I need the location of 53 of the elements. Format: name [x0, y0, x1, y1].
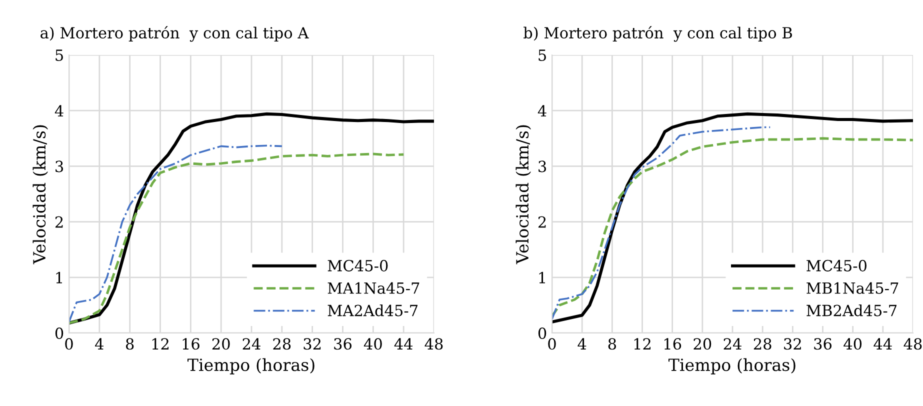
y-tick-label: 0	[538, 327, 546, 340]
x-tick-label: 32	[304, 338, 321, 350]
legend-label: MA2Ad45-7	[328, 304, 418, 316]
x-tick-label: 32	[784, 338, 801, 350]
x-tick-label: 4	[95, 338, 104, 350]
y-tick-label: 1	[539, 272, 545, 284]
line-series	[552, 126, 772, 320]
y-tick-label: 2	[538, 216, 546, 228]
x-tick-label: 44	[394, 338, 413, 350]
x-axis-title: Tiempo (horas)	[187, 358, 314, 374]
x-axis-title: Tiempo (horas)	[668, 358, 796, 374]
y-tick-label: 2	[55, 216, 63, 228]
x-tick-label: 8	[126, 338, 134, 350]
y-tick-label: 3	[538, 160, 546, 172]
legend-label: MC45-0	[806, 260, 866, 272]
x-tick-label: 12	[634, 338, 650, 350]
y-tick-label: 1	[56, 272, 62, 284]
y-tick-label: 4	[538, 105, 546, 116]
y-tick-label: 4	[54, 105, 64, 116]
y-axis-title: Velocidad (km/s)	[516, 125, 531, 264]
x-tick-label: 28	[754, 338, 772, 350]
line-series	[69, 112, 434, 325]
x-tick-label: 24	[242, 338, 260, 350]
y-tick-label: 5	[56, 50, 63, 62]
legend-label: MB2Ad45-7	[806, 304, 896, 316]
legend-label: MA1Na45-7	[328, 282, 420, 294]
legend-label: MB1Na45-7	[806, 282, 898, 294]
x-tick-label: 20	[694, 338, 712, 350]
x-tick-label: 0	[65, 338, 73, 350]
x-tick-label: 36	[814, 338, 832, 350]
x-tick-label: 44	[874, 338, 892, 350]
x-tick-label: 0	[548, 338, 556, 350]
x-tick-label: 40	[364, 338, 382, 350]
x-tick-label: 48	[904, 338, 922, 350]
line-series	[69, 144, 283, 323]
x-tick-label: 36	[334, 338, 352, 350]
x-tick-label: 28	[273, 338, 291, 350]
x-tick-label: 16	[182, 338, 200, 350]
legend-label: MC45-0	[328, 260, 388, 272]
x-tick-label: 8	[608, 338, 616, 350]
chart-title: b) Mortero patrón y con cal tipo B	[524, 26, 792, 42]
y-tick-label: 3	[56, 160, 64, 172]
x-tick-label: 48	[424, 338, 443, 350]
x-tick-label: 16	[664, 338, 682, 350]
x-tick-label: 20	[212, 338, 230, 350]
y-axis-title: Velocidad (km/s)	[32, 125, 48, 264]
x-tick-label: 40	[844, 338, 862, 350]
chart-title: a) Mortero patrón y con cal tipo A	[40, 26, 309, 42]
y-tick-label: 0	[55, 327, 64, 340]
x-tick-label: 12	[152, 338, 168, 350]
x-tick-label: 4	[578, 338, 586, 350]
y-tick-label: 5	[538, 50, 546, 62]
x-tick-label: 24	[724, 338, 742, 350]
